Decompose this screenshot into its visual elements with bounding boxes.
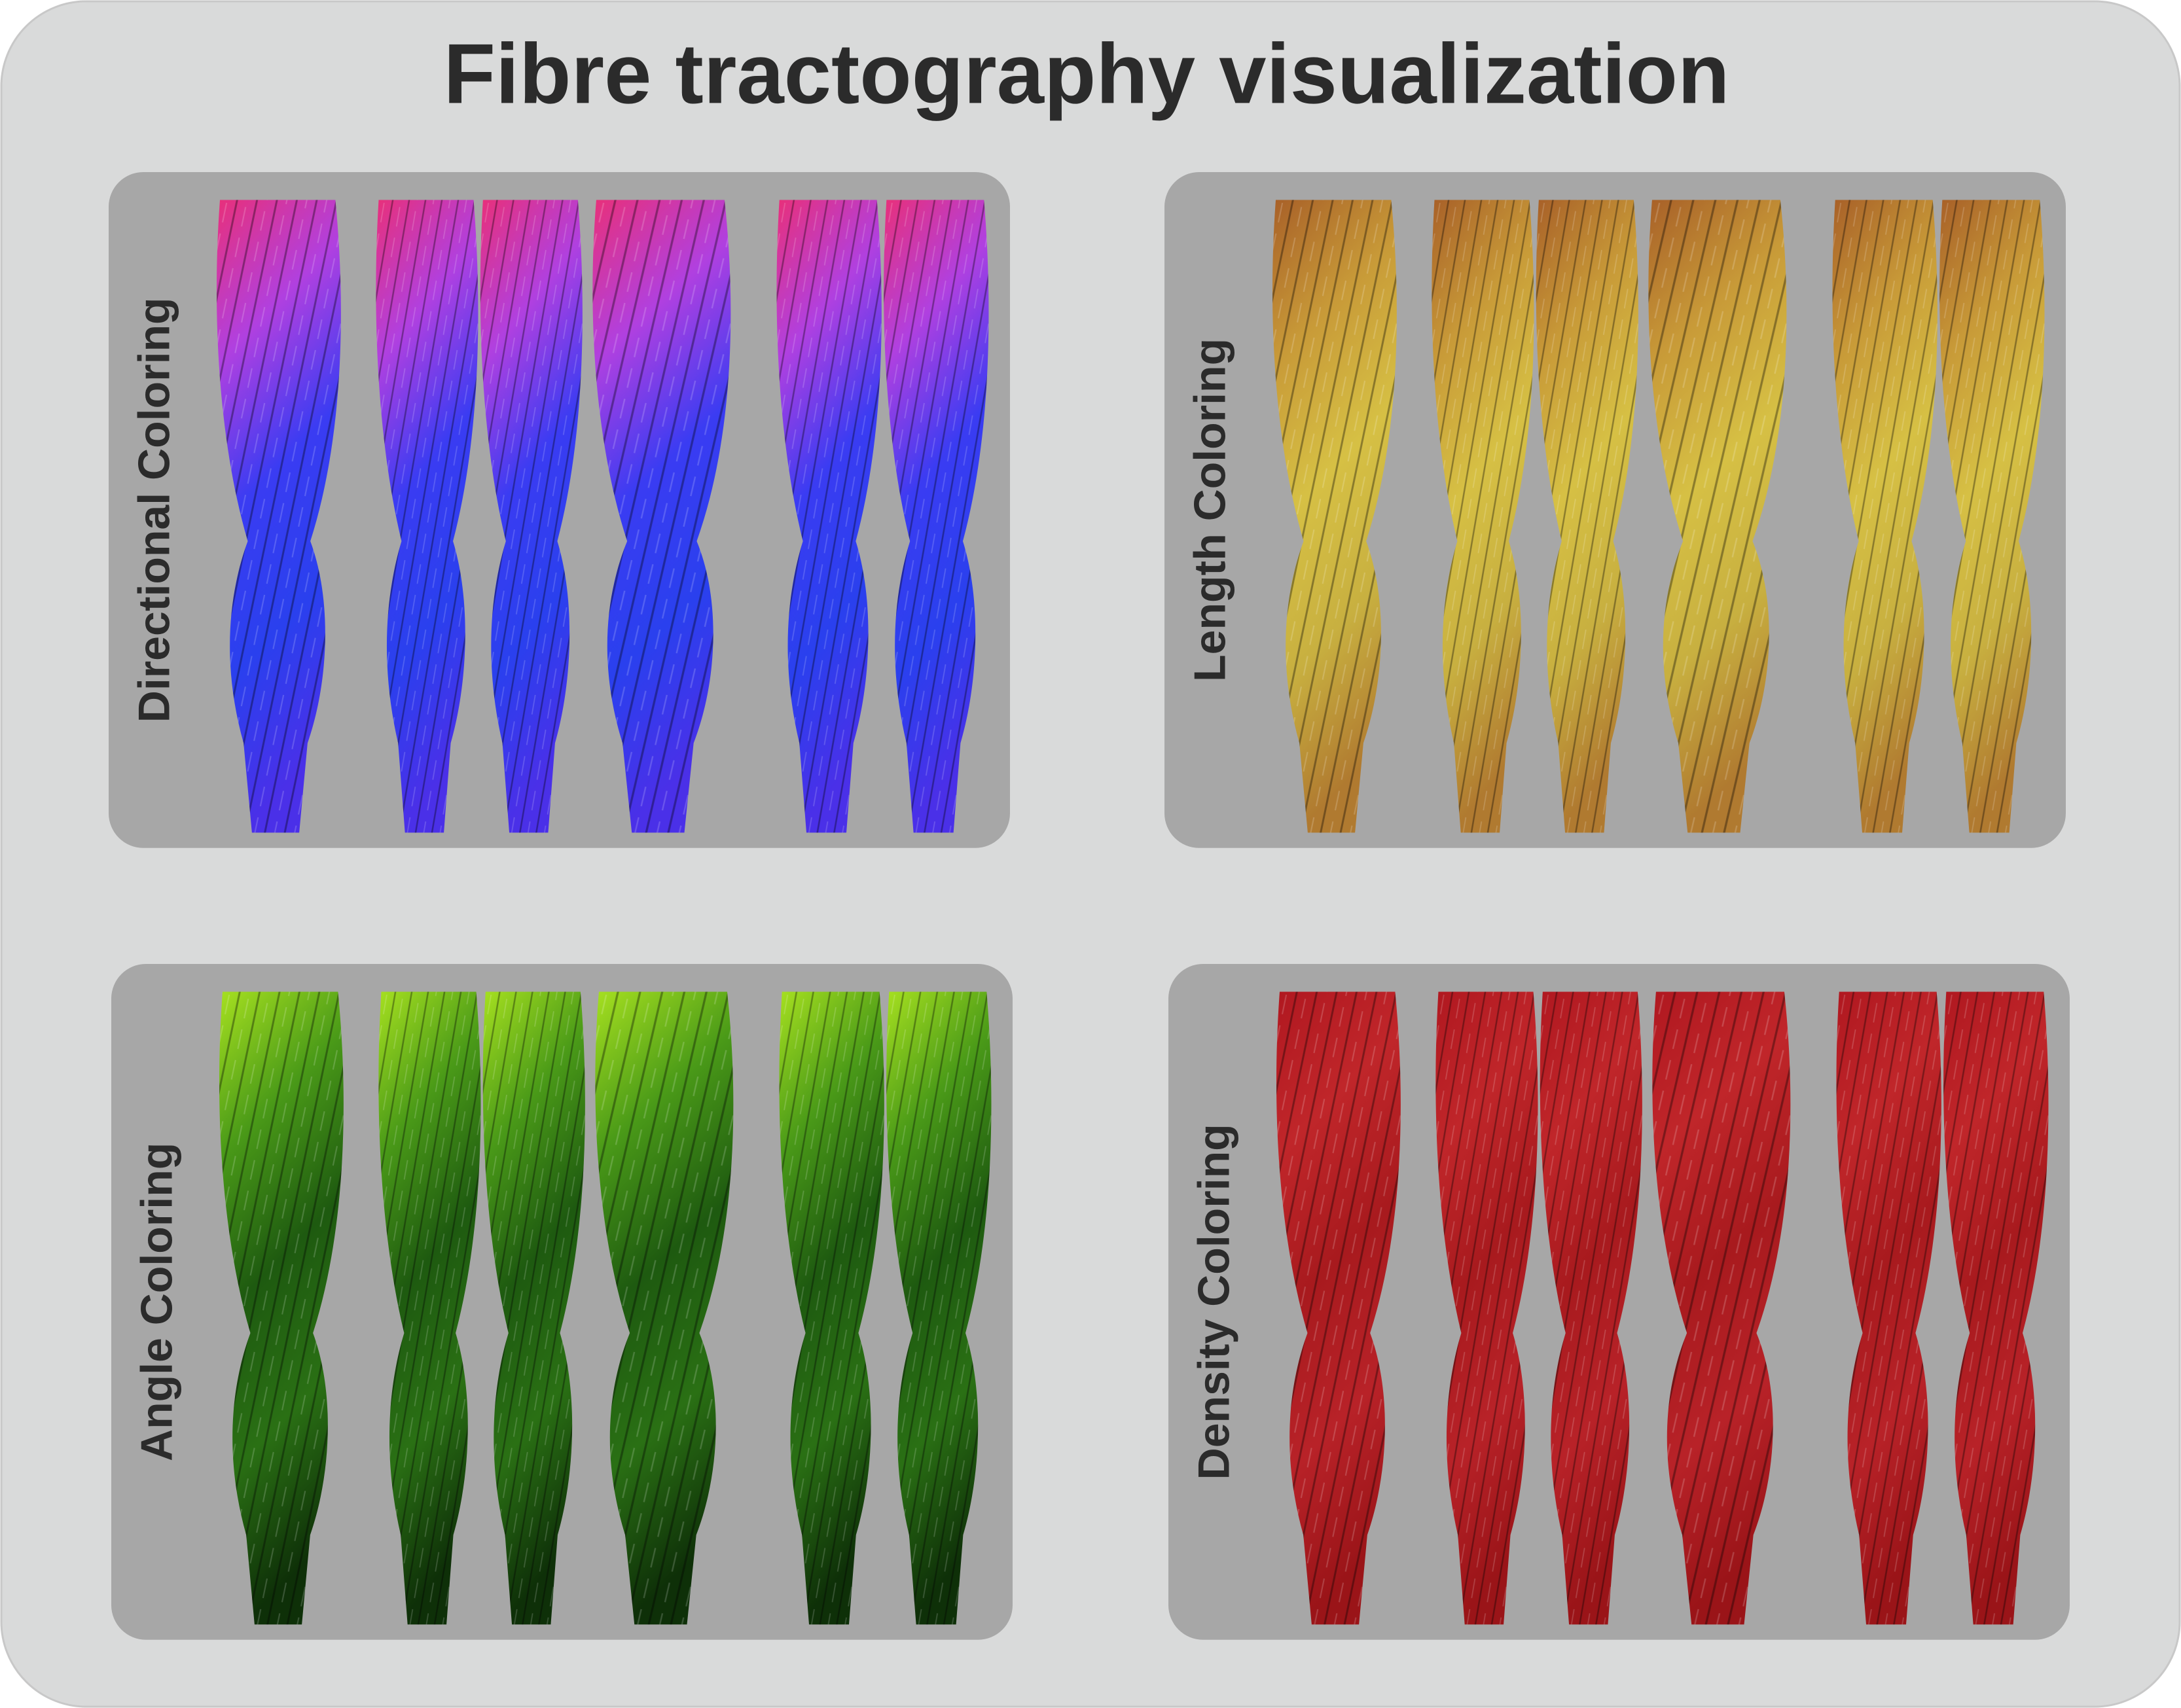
panel-label: Directional Coloring [129,297,179,722]
panel: Density Coloring [1168,964,2070,1640]
panel-label: Density Coloring [1189,1124,1238,1480]
panel: Length Coloring [1164,172,2066,848]
panel: Directional Coloring [109,172,1010,848]
panels: Directional Coloring Length Coloring Angle… [109,172,2070,1640]
panel-label: Length Coloring [1185,338,1235,682]
panel-label: Angle Coloring [132,1143,181,1461]
figure-title: Fibre tractography visualization [444,26,1730,121]
panel: Angle Coloring [111,964,1013,1640]
